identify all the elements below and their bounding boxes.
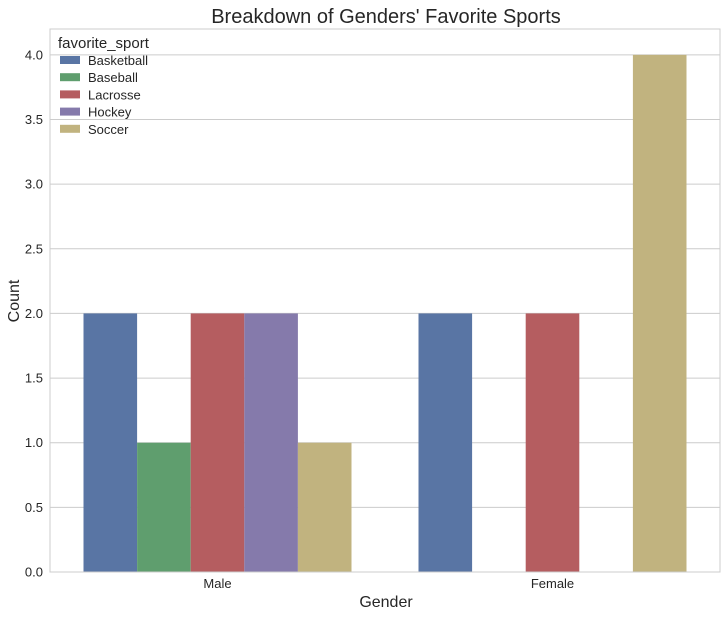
y-tick-label: 2.5 — [25, 241, 43, 256]
bar-basketball-female — [418, 313, 473, 572]
legend-label-hockey: Hockey — [88, 105, 132, 120]
legend-label-lacrosse: Lacrosse — [88, 87, 141, 102]
y-axis-label: Count — [6, 279, 23, 322]
legend-title: favorite_sport — [58, 35, 150, 52]
legend-swatch-basketball — [60, 56, 80, 64]
bars — [83, 54, 687, 573]
bar-baseball-male — [137, 442, 191, 572]
legend-swatch-hockey — [60, 107, 80, 116]
y-tick-label: 3.5 — [25, 112, 43, 127]
bar-soccer-female — [632, 54, 687, 573]
bar-lacrosse-female — [525, 313, 580, 572]
bar-lacrosse-male — [190, 313, 245, 572]
bar-basketball-male — [83, 313, 138, 572]
y-tick-label: 0.5 — [25, 500, 43, 515]
x-axis-label: Gender — [359, 594, 413, 611]
y-tick-labels: 0.0 0.5 1.0 1.5 2.0 2.5 3.0 3.5 4.0 — [25, 47, 43, 579]
y-tick-label: 3.0 — [25, 177, 43, 192]
legend-swatch-lacrosse — [60, 90, 80, 99]
plot-frame — [49, 28, 721, 573]
legend-label-soccer: Soccer — [88, 122, 129, 137]
bar-soccer-male — [297, 442, 352, 572]
legend-label-basketball: Basketball — [88, 53, 148, 68]
y-tick-label: 1.5 — [25, 371, 43, 386]
chart-title: Breakdown of Genders' Favorite Sports — [211, 6, 561, 28]
x-tick-label: Male — [203, 576, 231, 591]
legend-label-baseball: Baseball — [88, 70, 138, 85]
legend-swatch-baseball — [60, 73, 80, 82]
y-tick-label: 4.0 — [25, 47, 43, 62]
legend: favorite_sport Basketball Baseball Lacross… — [58, 35, 150, 137]
x-tick-labels: Male Female — [203, 576, 574, 591]
bar-hockey-male — [244, 313, 298, 572]
y-tick-label: 1.0 — [25, 435, 43, 450]
y-tick-label: 0.0 — [25, 565, 43, 580]
y-tick-label: 2.0 — [25, 306, 43, 321]
legend-swatch-soccer — [60, 124, 80, 133]
x-tick-label: Female — [531, 576, 574, 591]
